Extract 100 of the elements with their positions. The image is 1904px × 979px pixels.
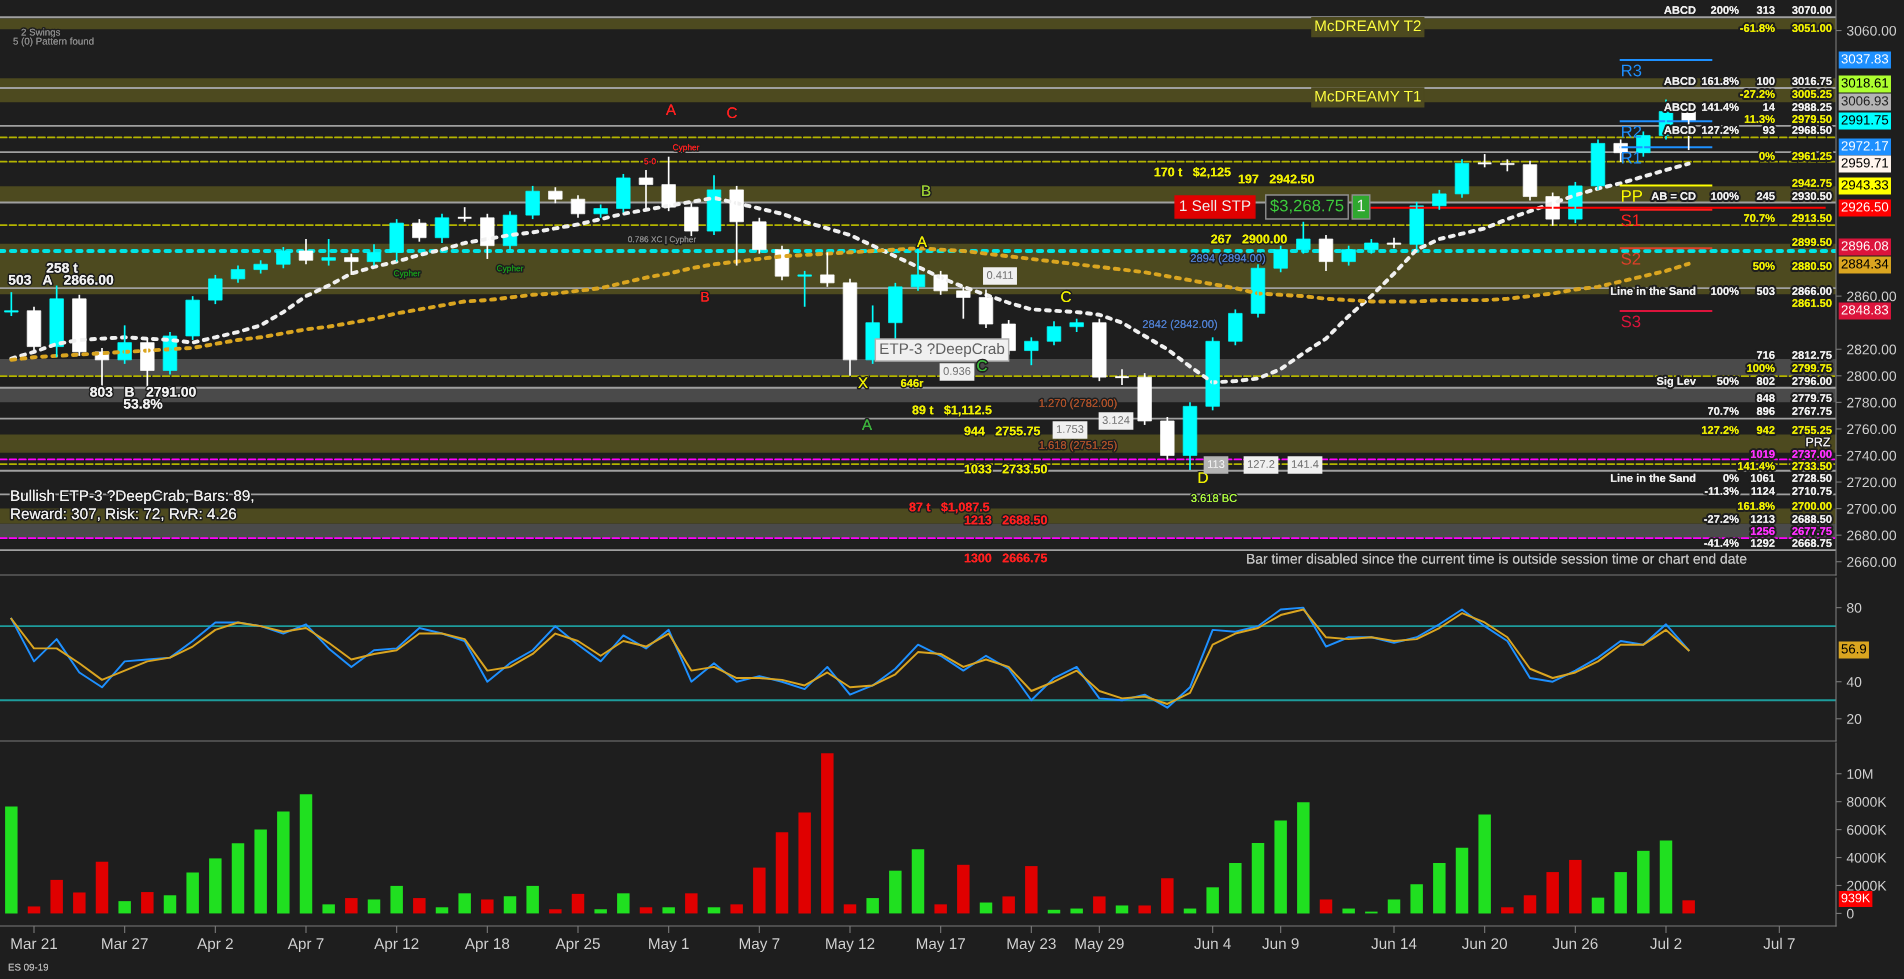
annotation: 2 Swings bbox=[21, 28, 61, 38]
text: -41.4% 1292 2668.75 bbox=[1704, 539, 1832, 547]
series-label: S1 bbox=[1621, 214, 1641, 227]
annotation: 3.618 BC bbox=[1191, 494, 1237, 502]
annotation: $3,268.75 bbox=[1270, 198, 1344, 214]
text: 2991.75 bbox=[1841, 115, 1889, 125]
x-tick-label: Apr 7 bbox=[287, 938, 324, 953]
text: -27.2% 1213 2688.50 bbox=[1704, 515, 1832, 523]
series-label: PP bbox=[1622, 190, 1643, 202]
text: -27.2% 3005.25 bbox=[1740, 90, 1832, 98]
y-tick-label: 6000K bbox=[1847, 824, 1887, 835]
y-tick-label: 3060.00 bbox=[1846, 25, 1897, 36]
annotation: Cypher bbox=[672, 144, 700, 152]
text: 70.7% 2913.50 bbox=[1743, 214, 1832, 222]
text: -61.8% 3051.00 bbox=[1740, 24, 1832, 32]
y-tick-label: 40 bbox=[1846, 677, 1862, 687]
x-tick-label: May 23 bbox=[1007, 938, 1056, 953]
text: 100% 2799.75 bbox=[1747, 364, 1832, 372]
x-tick-label: Jun 9 bbox=[1262, 938, 1299, 950]
annotation: Bar timer disabled since the current time is outside session time or chart end date bbox=[1247, 553, 1747, 564]
text: Sig Lev 50% 802 2796.00 bbox=[1656, 376, 1832, 388]
annotation: PRZ bbox=[1806, 437, 1831, 447]
text: 2926.50 bbox=[1841, 202, 1889, 212]
x-tick-label: Apr 25 bbox=[555, 938, 600, 953]
annotation: 1033 2733.50 bbox=[964, 464, 1047, 474]
x-tick-label: Jun 20 bbox=[1461, 938, 1508, 950]
y-tick-label: 2000K bbox=[1847, 880, 1887, 891]
y-tick-label: 2760.00 bbox=[1847, 424, 1897, 435]
annotation: A bbox=[916, 236, 928, 247]
annotation: 3.124 bbox=[1102, 416, 1130, 424]
annotation: 2861.50 bbox=[1792, 299, 1832, 307]
text: 2848.83 bbox=[1841, 305, 1889, 315]
annotation: 0.786 XC | Cypher bbox=[628, 236, 697, 244]
x-tick-label: Mar 21 bbox=[11, 938, 58, 950]
annotation: 1.618 (2751.25) bbox=[1039, 440, 1117, 452]
annotation: C bbox=[977, 360, 987, 372]
text: 2896.08 bbox=[1841, 241, 1889, 251]
series-label: R3 bbox=[1622, 64, 1642, 77]
x-tick-label: May 12 bbox=[826, 938, 875, 953]
text: Line in the Sand 100% 503 2866.00 bbox=[1610, 286, 1832, 295]
x-tick-label: Apr 2 bbox=[197, 938, 233, 953]
annotation: 0.936 bbox=[943, 367, 971, 375]
annotation: 1300 2666.75 bbox=[964, 553, 1048, 563]
x-tick-label: Jun 14 bbox=[1371, 938, 1417, 950]
y-tick-label: 80 bbox=[1847, 602, 1862, 613]
y-tick-label: 2740.00 bbox=[1847, 450, 1897, 461]
annotation: 5 (0) Pattern found bbox=[13, 37, 94, 47]
annotation: B bbox=[922, 185, 931, 196]
text: 3018.61 bbox=[1841, 78, 1889, 88]
annotation: ETP-3 ?DeepCrab bbox=[880, 342, 1005, 358]
annotation: 113 bbox=[1207, 460, 1225, 468]
text: ES 09-19 bbox=[8, 963, 49, 971]
y-tick-label: 8000K bbox=[1847, 797, 1887, 807]
annotation: 503 A 2866.00 bbox=[8, 274, 114, 285]
annotation: A bbox=[665, 104, 677, 115]
y-tick-label: 2860.00 bbox=[1847, 291, 1897, 302]
y-tick-label: 2660.00 bbox=[1847, 557, 1897, 567]
annotation: 2842 (2842.00) bbox=[1142, 319, 1217, 331]
annotation: Cypher bbox=[393, 270, 421, 278]
annotation: 1.270 (2782.00) bbox=[1039, 398, 1117, 410]
y-tick-label: 4000K bbox=[1846, 852, 1887, 863]
x-tick-label: May 17 bbox=[916, 938, 965, 953]
text: 2959.71 bbox=[1841, 158, 1889, 168]
text: 2943.33 bbox=[1841, 180, 1889, 190]
text: 56.9 bbox=[1841, 644, 1867, 654]
annotation: 2899.50 bbox=[1792, 238, 1832, 246]
annotation: 803 B 2791.00 bbox=[90, 386, 196, 397]
y-tick-label: 2700.00 bbox=[1847, 503, 1897, 514]
annotation: 1 Sell STP bbox=[1180, 199, 1251, 212]
annotation: Cypher bbox=[496, 265, 524, 273]
series-label: R1 bbox=[1622, 151, 1642, 164]
text: 1256 2677.75 bbox=[1750, 527, 1832, 535]
series-label: S3 bbox=[1621, 315, 1641, 328]
text: 0% 2961.25 bbox=[1759, 152, 1832, 160]
annotation: D bbox=[1198, 472, 1208, 483]
annotation: C bbox=[1061, 291, 1071, 303]
text: 1019 2737.00 bbox=[1750, 450, 1832, 458]
annotation: 1213 2688.50 bbox=[964, 515, 1047, 525]
annotation: 170 t $2,125 bbox=[1154, 166, 1231, 179]
annotation: 2894 (2894.00) bbox=[1190, 253, 1265, 265]
y-tick-label: 2820.00 bbox=[1847, 344, 1897, 355]
text: ABCD 200% 313 3070.00 bbox=[1664, 6, 1832, 14]
text: 50% 2880.50 bbox=[1753, 262, 1832, 270]
text: 2884.34 bbox=[1841, 259, 1889, 269]
series-label: S2 bbox=[1621, 252, 1641, 265]
annotation: 258 t bbox=[46, 262, 78, 273]
annotation: 1.753 bbox=[1056, 425, 1084, 433]
annotation: 1 bbox=[1357, 199, 1365, 212]
text: AB = CD 100% 245 2930.50 bbox=[1651, 192, 1832, 200]
text: ABCD 161.8% 100 3016.75 bbox=[1664, 77, 1832, 85]
annotation: X bbox=[858, 377, 868, 388]
x-tick-label: Apr 12 bbox=[374, 938, 419, 953]
annotation: 944 2755.75 bbox=[964, 426, 1041, 436]
text: 848 2779.75 bbox=[1756, 394, 1832, 402]
text: 2972.17 bbox=[1841, 141, 1889, 151]
text: 3006.93 bbox=[1841, 96, 1889, 106]
annotation: 2942.75 bbox=[1792, 179, 1832, 187]
text: -11.3% 1124 2710.75 bbox=[1704, 487, 1832, 495]
annotation: A bbox=[861, 419, 873, 430]
annotation: B bbox=[701, 292, 709, 302]
